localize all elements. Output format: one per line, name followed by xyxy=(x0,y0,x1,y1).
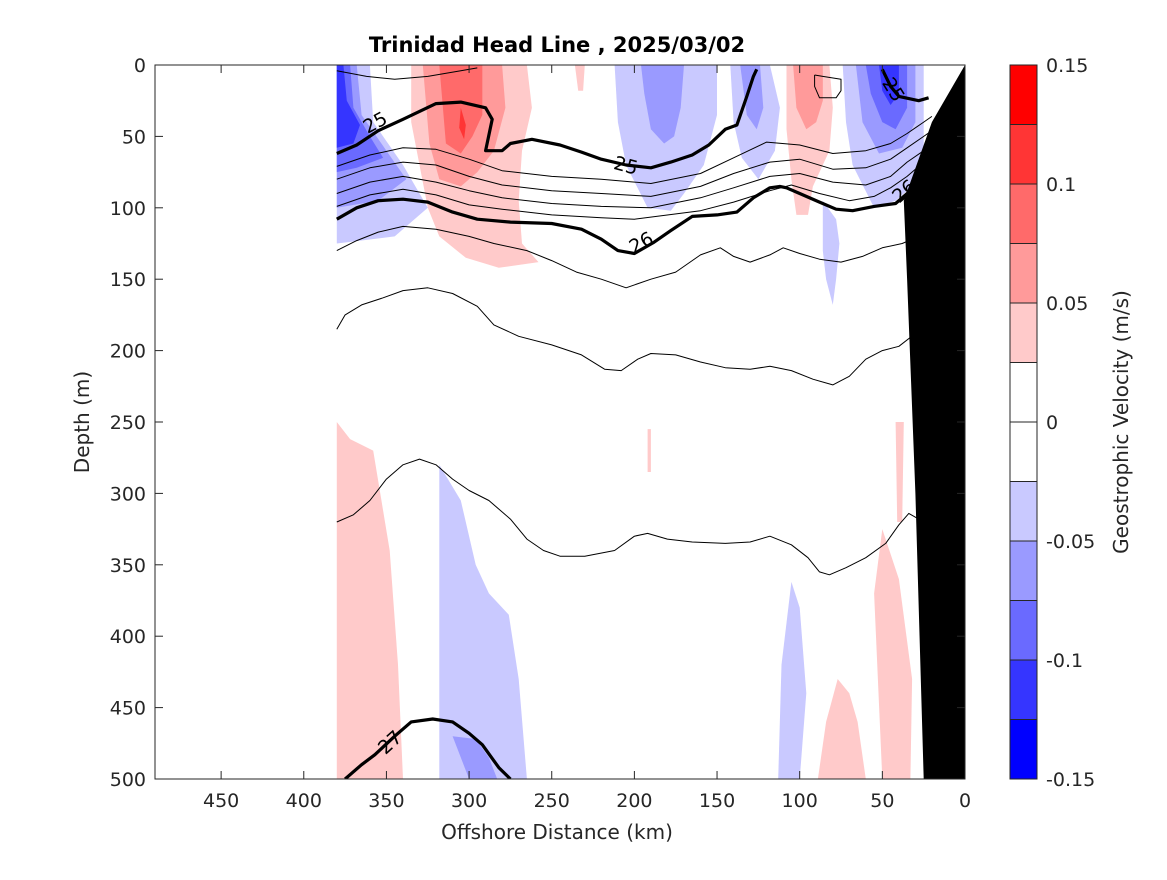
plot-background xyxy=(155,65,965,779)
colorbar-swatch xyxy=(1010,184,1037,244)
velocity-region xyxy=(336,422,403,779)
x-tick-label: 300 xyxy=(451,790,487,812)
x-tick-label: 250 xyxy=(534,790,570,812)
velocity-region xyxy=(459,107,466,140)
velocity-region xyxy=(641,65,684,144)
y-tick-label: 350 xyxy=(110,555,146,577)
y-tick-label: 150 xyxy=(110,269,146,291)
velocity-region xyxy=(778,581,807,779)
y-tick-label: 500 xyxy=(110,769,146,791)
velocity-fields xyxy=(336,65,926,779)
density-contour-minor xyxy=(336,218,933,289)
y-axis-label: Depth (m) xyxy=(70,371,94,473)
velocity-region xyxy=(895,422,904,522)
colorbar-label: Geostrophic Velocity (m/s) xyxy=(1109,290,1133,554)
velocity-region xyxy=(740,65,764,130)
colorbar-tick-label: -0.05 xyxy=(1046,531,1095,553)
y-tick-label: 300 xyxy=(110,483,146,505)
velocity-region xyxy=(336,65,384,173)
y-tick-label: 50 xyxy=(122,126,146,148)
y-tick-label: 100 xyxy=(110,198,146,220)
colorbar-tick-label: -0.1 xyxy=(1046,650,1083,672)
density-contour-minor xyxy=(336,287,936,386)
y-tick-label: 200 xyxy=(110,341,146,363)
velocity-region xyxy=(452,736,498,779)
colorbar-swatch xyxy=(1010,481,1037,541)
velocity-region xyxy=(574,65,585,91)
colorbar-swatch xyxy=(1010,124,1037,184)
x-axis-label: Offshore Distance (km) xyxy=(441,820,673,844)
colorbar: 0.15 0.1 0.05 0 -0.05 -0.1 -0.15 xyxy=(1009,55,1095,791)
colorbar-swatch xyxy=(1010,303,1037,363)
colorbar-tick-label: 0.15 xyxy=(1046,55,1088,77)
density-contours xyxy=(336,67,936,779)
density-contour-major xyxy=(880,68,930,103)
velocity-region xyxy=(336,65,360,148)
colorbar-swatch xyxy=(1010,65,1037,125)
density-contour-minor xyxy=(336,458,925,576)
x-tick-label: 0 xyxy=(959,790,971,812)
colorbar-swatch xyxy=(1010,243,1037,303)
y-axis: 0 50 100 150 200 250 300 350 400 450 500 xyxy=(110,55,965,791)
x-tick-label: 450 xyxy=(203,790,239,812)
y-tick-label: 450 xyxy=(110,698,146,720)
x-axis: 450 400 350 300 250 200 150 100 50 0 xyxy=(203,65,971,812)
density-contour-minor xyxy=(814,74,842,99)
velocity-region xyxy=(439,464,527,779)
colorbar-swatch xyxy=(1010,600,1037,660)
x-tick-label: 150 xyxy=(699,790,735,812)
colorbar-tick-label: 0.05 xyxy=(1046,293,1088,315)
y-tick-label: 0 xyxy=(134,55,146,77)
x-tick-label: 50 xyxy=(870,790,894,812)
chart-title: Trinidad Head Line , 2025/03/02 xyxy=(369,33,745,57)
seafloor xyxy=(903,65,965,779)
colorbar-swatch xyxy=(1010,719,1037,779)
colorbar-swatch xyxy=(1010,362,1037,422)
x-tick-label: 100 xyxy=(782,790,818,812)
density-contour-minor xyxy=(336,144,933,209)
density-contour-major xyxy=(336,166,934,256)
density-contour-major xyxy=(336,68,759,170)
colorbar-swatch xyxy=(1010,422,1037,482)
density-contour-major xyxy=(344,717,512,779)
x-tick-label: 350 xyxy=(368,790,404,812)
x-tick-label: 400 xyxy=(286,790,322,812)
colorbar-swatch xyxy=(1010,660,1037,720)
colorbar-swatch xyxy=(1010,541,1037,601)
colorbar-tick-label: -0.15 xyxy=(1046,769,1095,791)
y-tick-label: 250 xyxy=(110,412,146,434)
y-tick-label: 400 xyxy=(110,626,146,648)
colorbar-tick-label: 0 xyxy=(1046,412,1058,434)
velocity-region xyxy=(822,200,840,305)
velocity-region xyxy=(793,65,823,130)
colorbar-tick-label: 0.1 xyxy=(1046,174,1076,196)
velocity-region xyxy=(647,429,651,472)
x-tick-label: 200 xyxy=(616,790,652,812)
bathymetry-mask xyxy=(903,65,965,779)
density-contour-minor xyxy=(336,155,933,220)
density-contour-minor xyxy=(336,130,933,197)
density-contour-minor xyxy=(336,67,478,80)
velocity-region xyxy=(817,679,866,779)
density-contour-minor xyxy=(336,115,933,184)
velocity-region xyxy=(874,529,913,779)
